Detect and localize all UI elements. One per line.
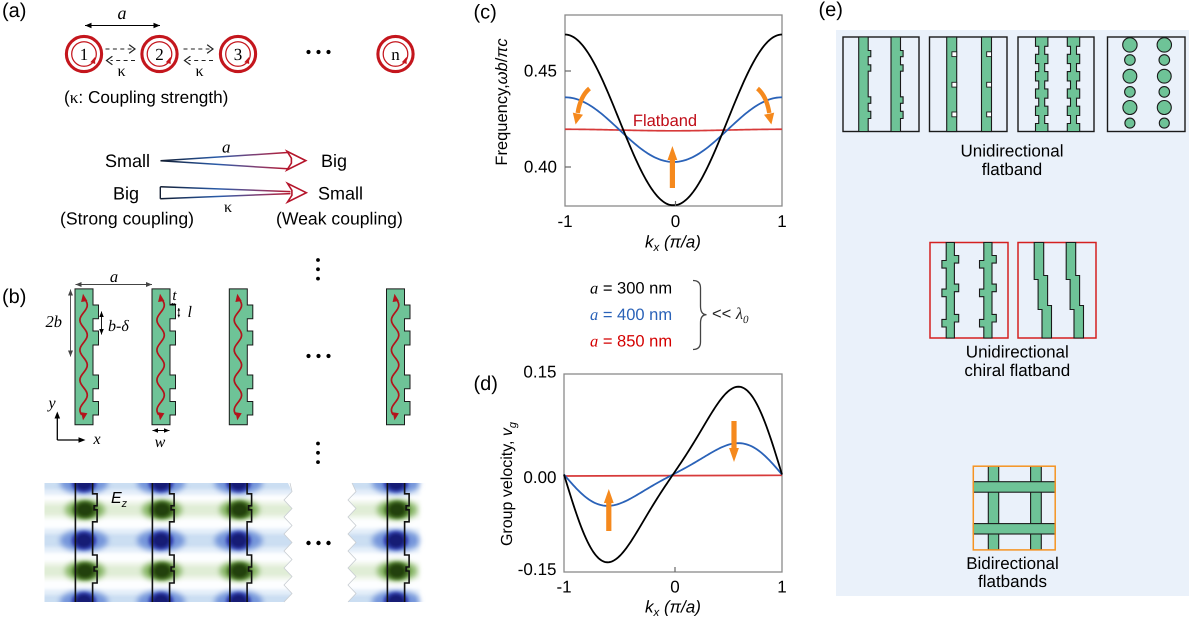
svg-text:(a): (a) bbox=[2, 0, 26, 22]
svg-text:Big: Big bbox=[321, 151, 347, 171]
svg-text:w: w bbox=[155, 434, 166, 451]
svg-text:t: t bbox=[172, 288, 177, 304]
svg-text:x: x bbox=[92, 431, 100, 448]
svg-text:1: 1 bbox=[777, 578, 786, 597]
svg-text:n: n bbox=[391, 45, 400, 64]
svg-text:Small: Small bbox=[105, 151, 150, 171]
svg-text:κ: κ bbox=[195, 63, 203, 80]
svg-text:(e): (e) bbox=[819, 0, 843, 21]
svg-text:chiral flatband: chiral flatband bbox=[964, 361, 1070, 380]
svg-text:-0.15: -0.15 bbox=[518, 560, 557, 579]
svg-text:0: 0 bbox=[671, 212, 680, 231]
svg-text:Flatband: Flatband bbox=[633, 112, 697, 130]
svg-text:0: 0 bbox=[670, 578, 679, 597]
svg-text:-1: -1 bbox=[556, 578, 571, 597]
svg-text:κ: κ bbox=[224, 199, 232, 216]
svg-text:Big: Big bbox=[113, 184, 139, 204]
svg-text:-1: -1 bbox=[557, 212, 572, 231]
svg-text:2b: 2b bbox=[46, 312, 63, 331]
svg-text:l: l bbox=[188, 304, 193, 321]
svg-text:kx (π/a): kx (π/a) bbox=[645, 598, 701, 620]
svg-text:0.45: 0.45 bbox=[524, 62, 557, 81]
svg-text:a = 300 nm: a = 300 nm bbox=[590, 279, 672, 298]
svg-text:(b): (b) bbox=[2, 286, 26, 308]
svg-text:(Strong coupling): (Strong coupling) bbox=[60, 209, 194, 229]
svg-text:Unidirectional: Unidirectional bbox=[966, 343, 1069, 362]
svg-text:(c): (c) bbox=[474, 2, 497, 24]
svg-text:flatbands: flatbands bbox=[978, 572, 1047, 591]
svg-text:<< λ0: << λ0 bbox=[712, 304, 749, 326]
svg-text:y: y bbox=[46, 395, 56, 412]
svg-text:Ez: Ez bbox=[111, 490, 128, 510]
svg-text:a: a bbox=[110, 267, 118, 286]
svg-text:0.15: 0.15 bbox=[523, 363, 556, 382]
svg-text:kx (π/a): kx (π/a) bbox=[645, 233, 701, 255]
svg-text:1: 1 bbox=[80, 45, 89, 64]
svg-text:0.40: 0.40 bbox=[524, 158, 557, 177]
svg-text:a = 850 nm: a = 850 nm bbox=[590, 332, 672, 351]
svg-text:(Weak coupling): (Weak coupling) bbox=[276, 209, 403, 229]
svg-text:a: a bbox=[222, 138, 231, 157]
svg-text:Small: Small bbox=[318, 184, 363, 204]
svg-text:(κ: Coupling strength): (κ: Coupling strength) bbox=[64, 87, 228, 107]
svg-text:κ: κ bbox=[117, 63, 125, 80]
svg-text:0.00: 0.00 bbox=[523, 468, 556, 487]
svg-text:1: 1 bbox=[777, 212, 786, 231]
svg-text:Bidirectional: Bidirectional bbox=[966, 554, 1059, 573]
svg-text:Group velocity, vg: Group velocity, vg bbox=[499, 421, 519, 546]
svg-text:flatband: flatband bbox=[982, 160, 1043, 179]
svg-text:b-δ: b-δ bbox=[108, 318, 129, 335]
svg-text:2: 2 bbox=[155, 45, 164, 64]
svg-text:Unidirectional: Unidirectional bbox=[961, 142, 1064, 161]
svg-text:Frequency,ωb/πc: Frequency,ωb/πc bbox=[493, 38, 511, 166]
svg-text:(d): (d) bbox=[474, 373, 498, 395]
svg-text:3: 3 bbox=[234, 45, 243, 64]
svg-text:a = 400 nm: a = 400 nm bbox=[590, 305, 672, 324]
svg-text:a: a bbox=[118, 3, 127, 23]
